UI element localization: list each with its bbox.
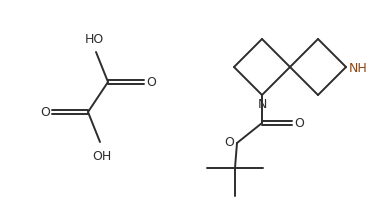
Text: O: O (294, 117, 304, 130)
Text: NH: NH (349, 61, 368, 74)
Text: N: N (257, 98, 267, 110)
Text: HO: HO (84, 33, 103, 46)
Text: O: O (224, 135, 234, 148)
Text: O: O (40, 106, 50, 119)
Text: OH: OH (93, 149, 112, 162)
Text: O: O (146, 76, 156, 89)
